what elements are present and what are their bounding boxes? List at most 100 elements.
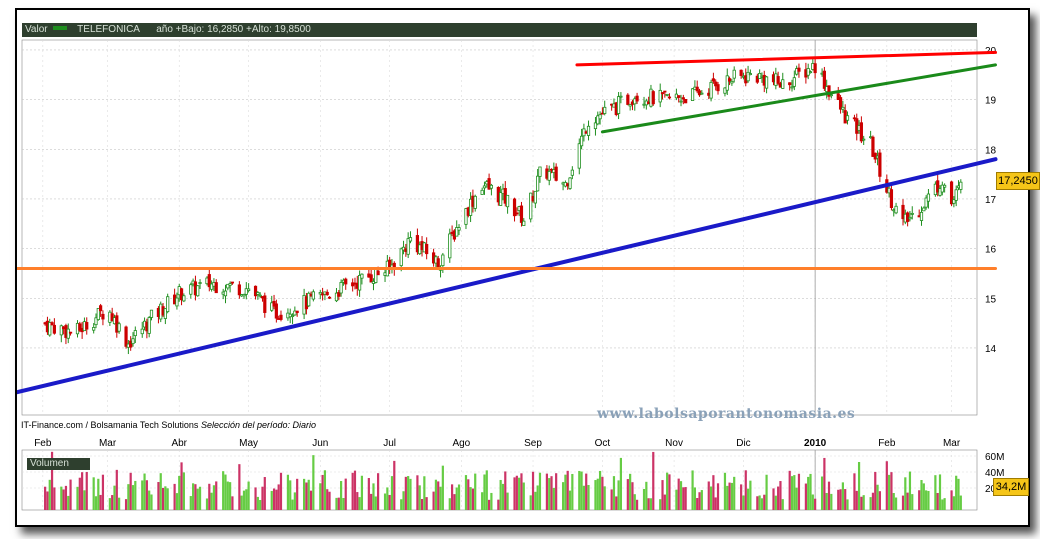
volume-bar xyxy=(270,490,273,510)
volume-bar xyxy=(474,473,477,510)
candle-body xyxy=(596,115,600,125)
volume-bar xyxy=(730,482,733,510)
volume-bar xyxy=(869,497,872,510)
candle-body xyxy=(96,308,100,320)
x-tick-label: Oct xyxy=(595,438,611,449)
candle-body xyxy=(570,169,574,176)
candle-body xyxy=(792,77,796,87)
volume-bar xyxy=(303,478,306,510)
candle-body xyxy=(163,308,167,319)
volume-bar xyxy=(580,471,583,510)
volume-bar xyxy=(603,486,606,510)
volume-bar xyxy=(499,479,502,510)
volume-bar xyxy=(601,476,604,510)
volume-bar xyxy=(756,496,759,510)
candle-body xyxy=(635,95,639,102)
volume-bar xyxy=(261,486,264,510)
volume-bar xyxy=(467,479,470,510)
y-tick-label: 19 xyxy=(985,96,997,107)
volume-bar xyxy=(377,473,380,510)
y-tick-label: 17 xyxy=(985,195,997,206)
volume-bar xyxy=(515,475,518,510)
volume-bar xyxy=(823,457,826,510)
candle-body xyxy=(660,92,665,95)
candle-body xyxy=(677,95,681,98)
volume-bar xyxy=(497,499,500,510)
volume-bar xyxy=(772,488,775,510)
volume-bar xyxy=(925,490,928,510)
volume-bar xyxy=(321,474,324,510)
candle-body xyxy=(415,235,420,253)
volume-bar xyxy=(166,488,169,510)
x-tick-label: May xyxy=(239,438,258,449)
candle-body xyxy=(92,327,96,331)
volume-bar xyxy=(918,490,921,510)
candle-body xyxy=(131,338,135,345)
candle-body xyxy=(147,317,151,334)
volume-bar xyxy=(205,498,209,510)
candle-body xyxy=(651,91,655,105)
volume-bar xyxy=(846,499,849,510)
x-tick-label: Feb xyxy=(878,438,896,449)
candle-body xyxy=(586,125,591,136)
volume-bar xyxy=(548,478,551,510)
volume-bar xyxy=(173,483,176,510)
volume-bar xyxy=(518,477,521,510)
volume-bar xyxy=(286,474,290,510)
volume-bar xyxy=(809,473,812,510)
volume-bar xyxy=(157,482,160,510)
volume-bar xyxy=(885,461,888,510)
candle-body xyxy=(667,96,672,99)
volume-bar xyxy=(420,498,424,510)
watermark-text: www.labolsaporantonomasia.es xyxy=(597,406,856,422)
candle-body xyxy=(399,248,403,267)
volume-bar xyxy=(404,476,407,510)
volume-bar xyxy=(409,478,412,510)
volume-bar xyxy=(46,491,49,510)
candle-body xyxy=(311,291,315,300)
candle-body xyxy=(732,69,736,79)
candle-body xyxy=(894,205,898,214)
candle-body xyxy=(776,76,780,84)
x-tick-label: Ago xyxy=(452,438,470,449)
volume-bar xyxy=(356,492,359,510)
volume-title: Volumen xyxy=(27,458,90,470)
candle-body xyxy=(878,152,882,177)
volume-bar xyxy=(111,495,114,510)
volume-bar xyxy=(402,491,405,510)
candle-body xyxy=(94,317,98,326)
volume-bar xyxy=(693,487,696,510)
volume-bar xyxy=(150,494,153,510)
volume-bar xyxy=(635,499,639,510)
candle-body xyxy=(764,76,769,89)
volume-bar xyxy=(894,497,898,510)
volume-bar xyxy=(439,486,442,510)
volume-bar xyxy=(487,499,491,510)
volume-bar xyxy=(707,481,710,510)
volume-bar xyxy=(175,493,179,510)
candle-body xyxy=(258,294,262,297)
volume-bar xyxy=(911,494,914,510)
candle-body xyxy=(684,99,688,104)
candle-body xyxy=(841,106,845,110)
volume-bar xyxy=(617,480,620,510)
candle-body xyxy=(949,181,954,205)
volume-bar xyxy=(534,491,537,510)
candle-body xyxy=(129,340,133,348)
volume-bar xyxy=(841,482,844,510)
volume-bar xyxy=(920,480,923,510)
x-tick-label: Sep xyxy=(524,438,542,449)
candle-body xyxy=(936,180,940,193)
volume-bar xyxy=(148,490,151,510)
volume-bar xyxy=(857,462,861,510)
volume-bar xyxy=(645,481,648,510)
volume-bar xyxy=(143,473,146,510)
candle-body xyxy=(230,281,235,284)
candle-body xyxy=(748,73,752,76)
candle-body xyxy=(228,283,232,286)
candle-body xyxy=(690,88,695,101)
volume-bar xyxy=(180,462,183,510)
candle-body xyxy=(406,238,410,255)
candle-body xyxy=(242,294,246,297)
chart-canvas: 14151617181920FebMarAbrMayJunJulAgoSepOc… xyxy=(17,39,1004,511)
